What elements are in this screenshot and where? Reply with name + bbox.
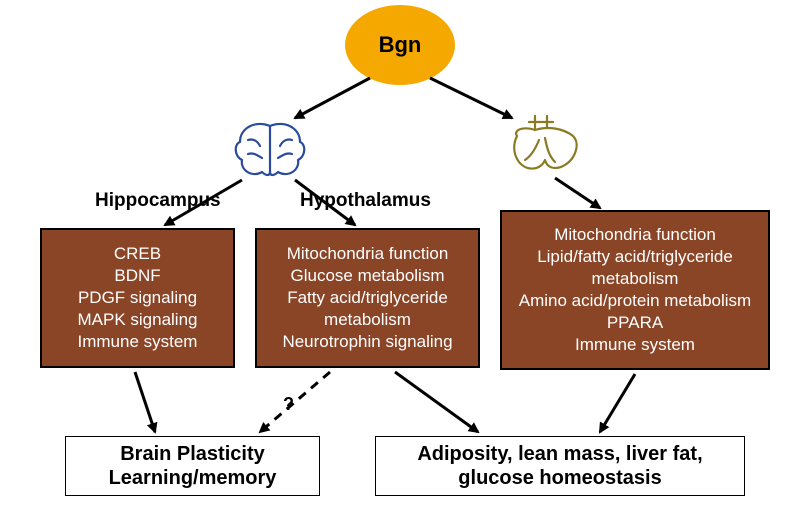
question-mark: ?	[283, 394, 294, 415]
outcome-line: Learning/memory	[66, 466, 319, 490]
box-line: metabolism	[267, 309, 468, 331]
edge-arrow	[295, 78, 370, 118]
box-line: Amino acid/protein metabolism	[512, 290, 758, 312]
outcome-line: Adiposity, lean mass, liver fat,	[376, 442, 744, 466]
box-line: CREB	[52, 243, 223, 265]
outcome-line: glucose homeostasis	[376, 466, 744, 490]
brain-outcome-box: Brain Plasticity Learning/memory	[65, 436, 320, 496]
box-line: metabolism	[512, 268, 758, 290]
edge-arrow	[260, 372, 330, 432]
box-line: PPARA	[512, 312, 758, 334]
edge-arrow	[135, 372, 155, 432]
box-line: Mitochondria function	[267, 243, 468, 265]
hypothalamus-label: Hypothalamus	[300, 190, 431, 212]
edge-arrow	[395, 372, 478, 432]
liver-box: Mitochondria function Lipid/fatty acid/t…	[500, 210, 770, 370]
box-line: Fatty acid/triglyceride	[267, 287, 468, 309]
box-line: Neurotrophin signaling	[267, 331, 468, 353]
box-line: PDGF signaling	[52, 287, 223, 309]
box-line: Mitochondria function	[512, 224, 758, 246]
hypothalamus-box: Mitochondria function Glucose metabolism…	[255, 228, 480, 368]
edge-arrow	[430, 78, 512, 118]
hippocampus-label: Hippocampus	[95, 190, 221, 212]
box-line: BDNF	[52, 265, 223, 287]
box-line: Glucose metabolism	[267, 265, 468, 287]
box-line: Immune system	[52, 331, 223, 353]
bgn-node: Bgn	[345, 5, 455, 85]
hippocampus-box: CREB BDNF PDGF signaling MAPK signaling …	[40, 228, 235, 368]
box-line: Immune system	[512, 334, 758, 356]
liver-icon	[505, 110, 585, 180]
box-line: Lipid/fatty acid/triglyceride	[512, 246, 758, 268]
edge-arrow	[600, 374, 635, 432]
outcome-line: Brain Plasticity	[66, 442, 319, 466]
edge-arrow	[555, 178, 600, 208]
metabolic-outcome-box: Adiposity, lean mass, liver fat, glucose…	[375, 436, 745, 496]
bgn-label: Bgn	[379, 32, 422, 58]
brain-icon	[230, 118, 310, 183]
box-line: MAPK signaling	[52, 309, 223, 331]
